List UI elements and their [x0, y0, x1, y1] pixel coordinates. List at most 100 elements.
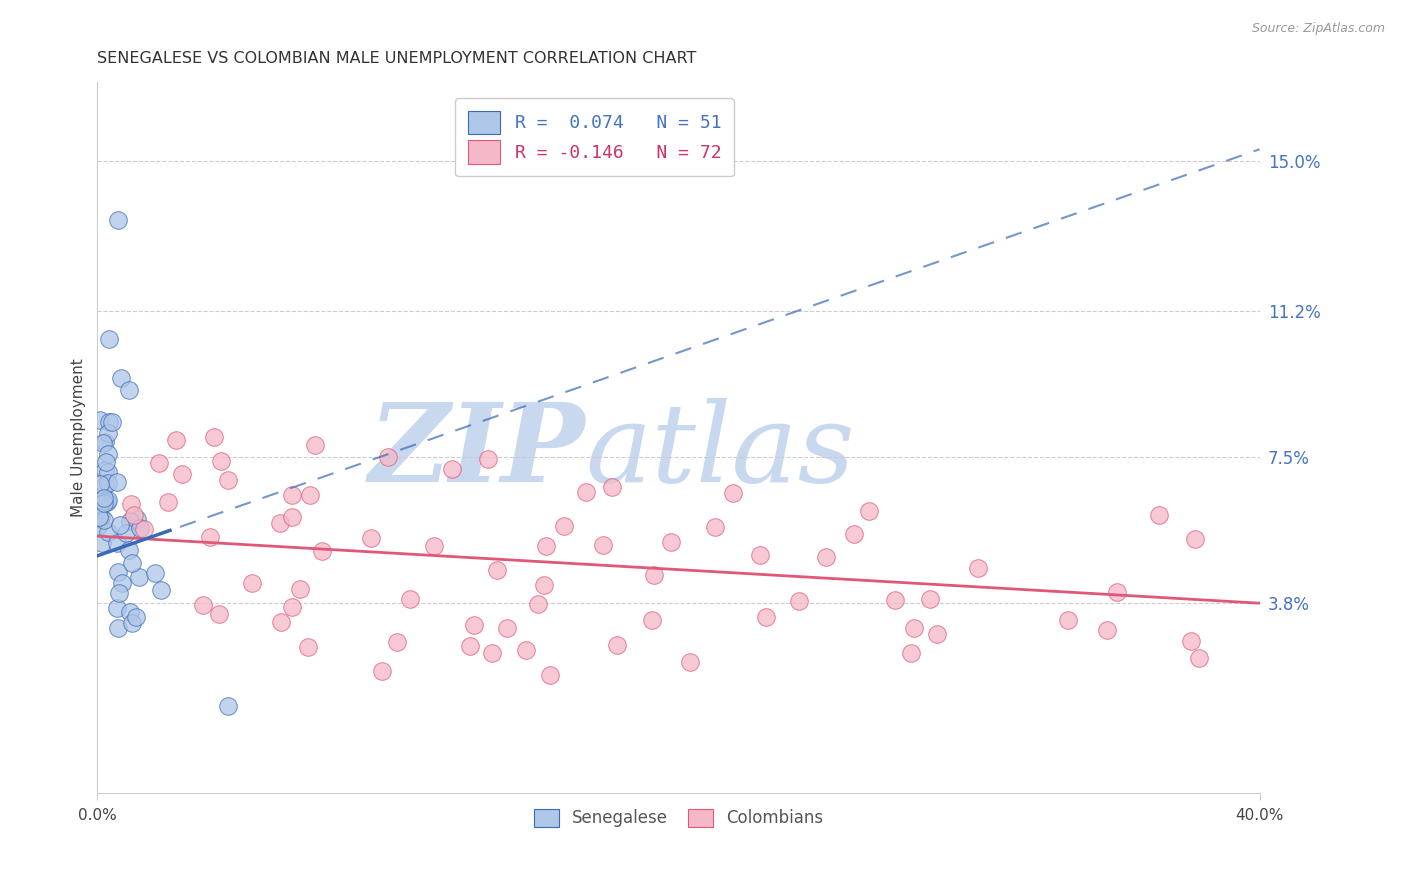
Point: [884, 592, 907, 607]
Point: [217, 473, 239, 487]
Point: [97, 475, 120, 490]
Point: [592, 538, 614, 552]
Point: [377, 450, 399, 464]
Point: [463, 618, 485, 632]
Point: [288, 582, 311, 596]
Point: [120, 497, 142, 511]
Point: [297, 640, 319, 655]
Point: [105, 535, 128, 549]
Point: [170, 467, 193, 481]
Point: [536, 539, 558, 553]
Point: [538, 668, 561, 682]
Point: [94, 463, 117, 477]
Point: [118, 605, 141, 619]
Point: [643, 568, 665, 582]
Point: [387, 635, 409, 649]
Point: [107, 600, 129, 615]
Point: [311, 544, 333, 558]
Text: ZIP: ZIP: [368, 398, 585, 506]
Point: [844, 526, 866, 541]
Point: [423, 539, 446, 553]
Y-axis label: Male Unemployment: Male Unemployment: [72, 358, 86, 516]
Point: [458, 639, 481, 653]
Point: [118, 542, 141, 557]
Point: [704, 520, 727, 534]
Point: [242, 576, 264, 591]
Point: [575, 485, 598, 500]
Point: [679, 655, 702, 669]
Point: [527, 597, 550, 611]
Point: [202, 430, 225, 444]
Point: [270, 615, 292, 629]
Point: [815, 549, 838, 564]
Point: [121, 615, 143, 630]
Point: [107, 213, 129, 227]
Point: [495, 621, 517, 635]
Point: [91, 436, 114, 450]
Point: [191, 598, 214, 612]
Point: [398, 591, 420, 606]
Point: [1056, 613, 1078, 627]
Point: [96, 494, 118, 508]
Point: [1149, 508, 1171, 523]
Point: [280, 599, 302, 614]
Point: [128, 570, 150, 584]
Point: [903, 621, 925, 635]
Point: [370, 665, 392, 679]
Point: [93, 491, 115, 505]
Point: [121, 556, 143, 570]
Point: [925, 626, 948, 640]
Point: [858, 504, 880, 518]
Point: [93, 496, 115, 510]
Point: [281, 488, 304, 502]
Point: [89, 510, 111, 524]
Point: [105, 475, 128, 489]
Point: [477, 451, 499, 466]
Point: [108, 586, 131, 600]
Point: [93, 513, 115, 527]
Point: [98, 415, 121, 429]
Text: SENEGALESE VS COLOMBIAN MALE UNEMPLOYMENT CORRELATION CHART: SENEGALESE VS COLOMBIAN MALE UNEMPLOYMEN…: [97, 51, 697, 66]
Point: [533, 578, 555, 592]
Point: [749, 548, 772, 562]
Point: [96, 455, 118, 469]
Text: Source: ZipAtlas.com: Source: ZipAtlas.com: [1251, 22, 1385, 36]
Point: [89, 497, 111, 511]
Point: [97, 524, 120, 539]
Point: [149, 582, 172, 597]
Point: [97, 493, 120, 508]
Point: [98, 332, 121, 346]
Point: [107, 566, 129, 580]
Point: [110, 575, 132, 590]
Point: [89, 477, 111, 491]
Point: [1095, 624, 1118, 638]
Point: [1105, 585, 1128, 599]
Point: [97, 425, 120, 440]
Point: [1188, 651, 1211, 665]
Point: [129, 521, 152, 535]
Point: [124, 508, 146, 522]
Point: [198, 530, 221, 544]
Point: [515, 643, 537, 657]
Point: [481, 646, 503, 660]
Point: [90, 509, 112, 524]
Point: [787, 594, 810, 608]
Point: [156, 495, 179, 509]
Point: [600, 480, 623, 494]
Point: [606, 638, 628, 652]
Point: [87, 491, 110, 505]
Point: [120, 514, 142, 528]
Point: [900, 646, 922, 660]
Point: [1180, 633, 1202, 648]
Point: [208, 607, 231, 621]
Point: [127, 512, 149, 526]
Point: [920, 591, 942, 606]
Point: [125, 610, 148, 624]
Point: [143, 566, 166, 580]
Point: [118, 383, 141, 397]
Point: [209, 454, 232, 468]
Point: [553, 518, 575, 533]
Point: [304, 438, 326, 452]
Point: [93, 434, 115, 449]
Point: [97, 447, 120, 461]
